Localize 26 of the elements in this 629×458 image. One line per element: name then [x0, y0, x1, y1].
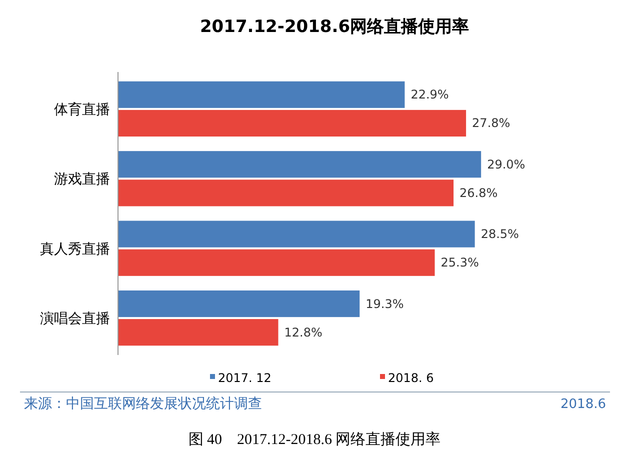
text: 2018.6 — [560, 397, 606, 412]
bar — [118, 290, 360, 318]
y-tick-label: 游戏直播 — [54, 172, 110, 188]
caption: 图 40 2017.12-2018.6 网络直播使用率 — [188, 431, 441, 448]
data-label: 27.8% — [472, 116, 510, 130]
legend-label: 2018. 6 — [388, 371, 434, 385]
data-label: 26.8% — [460, 186, 498, 200]
data-label: 22.9% — [410, 88, 449, 102]
y-tick-label: 演唱会直播 — [40, 311, 110, 328]
source-note: 来源：中国互联网络发展状况统计调查 — [24, 396, 262, 412]
data-label: 28.5% — [480, 227, 519, 242]
y-tick-label: 真人秀直播 — [40, 241, 110, 258]
bar — [118, 110, 466, 137]
bar — [118, 180, 454, 206]
legend-label: 2017. 12 — [218, 371, 272, 385]
bar — [118, 319, 278, 346]
bar — [118, 249, 435, 276]
data-label: 25.3% — [440, 256, 479, 270]
bar — [118, 151, 482, 178]
bar — [118, 81, 405, 108]
y-tick-label: 体育直播 — [54, 100, 110, 118]
data-label: 12.8% — [284, 325, 322, 340]
data-label: 19.3% — [366, 296, 404, 311]
data-label: 29.0% — [487, 157, 526, 172]
bar — [118, 220, 475, 248]
chart-title: 2017.12-2018.6网络直播使用率 — [200, 17, 470, 37]
